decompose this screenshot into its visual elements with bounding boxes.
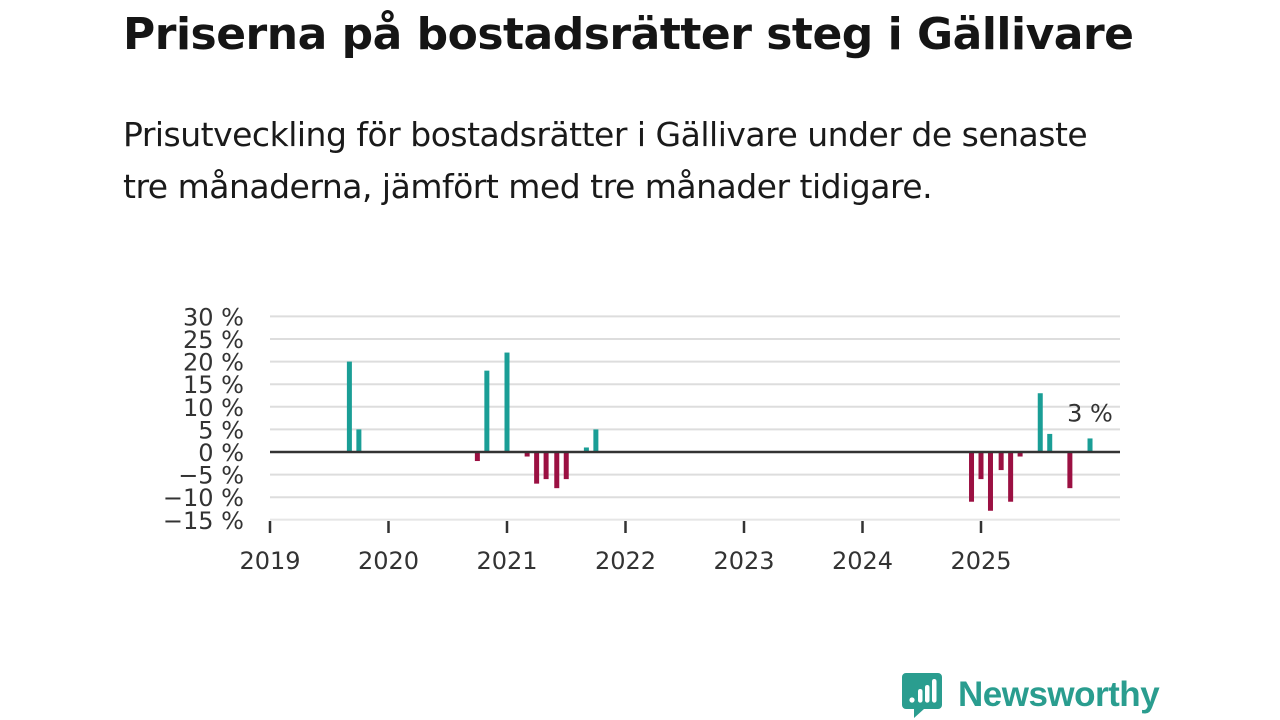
bar-positive [346, 361, 352, 452]
bar-positive [1037, 393, 1043, 452]
y-tick-label: 10 % [183, 394, 244, 422]
bar-negative [969, 452, 975, 502]
y-axis: 30 %25 %20 %15 %10 %5 %0 %−5 %−10 %−15 % [163, 303, 244, 534]
x-tick-label: 2025 [950, 547, 1011, 575]
y-tick-label: 5 % [198, 416, 244, 444]
x-tick-label: 2020 [358, 547, 419, 575]
bar-positive [484, 370, 490, 452]
bar-negative [474, 452, 480, 462]
bar-negative [987, 452, 993, 511]
bar-negative [563, 452, 569, 480]
x-tick-label: 2019 [239, 547, 300, 575]
x-tick-label: 2024 [832, 547, 893, 575]
bar-negative [1017, 452, 1023, 457]
x-tick-label: 2021 [476, 547, 537, 575]
annotation-group: 3 % [1067, 399, 1113, 427]
newsworthy-logo-text: Newsworthy [958, 675, 1160, 714]
bar-positive [356, 429, 362, 452]
y-tick-label: 20 % [183, 349, 244, 377]
chart-subtitle: Prisutveckling för bostadsrätter i Gälli… [123, 115, 1088, 206]
newsworthy-logo-icon [902, 673, 942, 718]
bar-chart: 30 %25 %20 %15 %10 %5 %0 %−5 %−10 %−15 %… [163, 303, 1120, 575]
bar-negative [524, 452, 530, 457]
y-tick-label: 30 % [183, 303, 244, 331]
y-tick-label: −15 % [163, 507, 244, 535]
bar-positive [1087, 438, 1093, 452]
last-value-label: 3 % [1067, 399, 1113, 427]
x-tick-label: 2023 [713, 547, 774, 575]
y-tick-label: 15 % [183, 371, 244, 399]
y-tick-label: −10 % [163, 484, 244, 512]
newsworthy-logo: Newsworthy [902, 670, 1160, 720]
bar-series [346, 352, 1093, 511]
bar-negative [1067, 452, 1073, 489]
bar-negative [534, 452, 540, 484]
y-tick-label: −5 % [178, 462, 244, 490]
grid-lines [270, 315, 1120, 521]
chart-title: Priserna på bostadsrätter steg i Gälliva… [123, 9, 1134, 60]
bar-negative [1008, 452, 1014, 502]
bar-negative [554, 452, 560, 489]
bar-negative [998, 452, 1004, 471]
x-tick-label: 2022 [595, 547, 656, 575]
bar-positive [583, 447, 589, 452]
x-axis: 2019 2020 2021 2022 2023 2024 2025 [239, 521, 1012, 575]
bar-positive [504, 352, 510, 452]
bar-negative [543, 452, 549, 480]
y-tick-label: 0 % [198, 439, 244, 467]
bar-positive [1047, 433, 1053, 452]
bar-negative [978, 452, 984, 480]
y-tick-label: 25 % [183, 326, 244, 354]
bar-positive [593, 429, 599, 452]
